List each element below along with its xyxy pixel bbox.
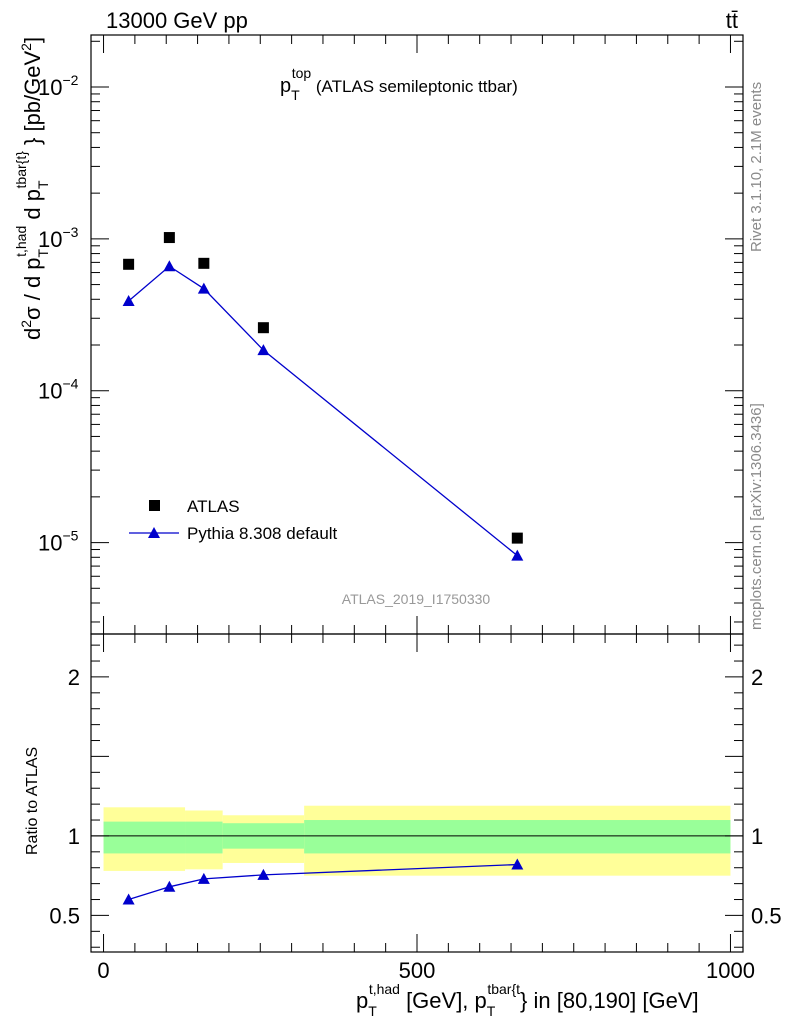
atlas-point (198, 257, 210, 269)
main-y-ticks: 10−2 10−3 10−4 10−5 (38, 35, 743, 634)
ratio-point (257, 868, 270, 880)
pythia-point (511, 549, 524, 561)
ratio-x-ticks: 0 500 1000 (97, 634, 755, 983)
legend-pythia-label: Pythia 8.308 default (187, 524, 338, 543)
main-y-tick-label: 10−5 (38, 528, 79, 556)
ratio-y-tick-label: 1 (68, 824, 80, 849)
ratio-plot-frame (90, 633, 744, 953)
ratio-bands (103, 805, 731, 876)
pythia-point (122, 294, 135, 306)
ratio-band-inner (185, 821, 223, 854)
ratio-y-tick-label: 2 (68, 665, 80, 690)
analysis-id-label: ATLAS_2019_I1750330 (342, 591, 491, 607)
ratio-x-tick-label: 500 (399, 958, 436, 983)
main-panel: pTtop (ATLAS semileptonic ttbar) 10−210−… (13, 34, 744, 635)
ratio-panel: 0.5 0.5 1 1 2 2 0 500 1000 Ratio to ATLAS pTt,h… (24, 633, 782, 1019)
ratio-band-inner (304, 820, 731, 854)
ratio-x-tick-label: 1000 (706, 958, 755, 983)
atlas-point (511, 532, 523, 544)
ratio-band-inner (103, 821, 186, 854)
legend-pythia-marker (148, 527, 160, 538)
legend-atlas-marker (149, 500, 160, 511)
legend-atlas-label: ATLAS (187, 497, 240, 516)
atlas-point (257, 322, 269, 334)
ratio-y-axis-label: Ratio to ATLAS (24, 747, 41, 855)
main-plot-frame (90, 34, 744, 635)
main-plot-title: pTtop (ATLAS semileptonic ttbar) (280, 65, 518, 103)
main-series (122, 232, 524, 561)
ratio-point (163, 880, 176, 892)
ratio-point (197, 872, 210, 884)
ratio-y-tick-label: 0.5 (49, 903, 80, 928)
main-y-tick-label: 10−2 (38, 72, 79, 100)
process-label: tt̄ (726, 8, 738, 33)
pythia-point (163, 260, 176, 272)
ratio-point (511, 858, 524, 870)
main-y-tick-label: 10−4 (38, 376, 79, 404)
mcplots-label: mcplots.cern.ch [arXiv:1306.3436] (748, 403, 765, 630)
atlas-point (123, 258, 135, 270)
main-y-axis-label: d2σ / d pTt,had d pTtbar{t} } [pb/GeV2] (13, 37, 51, 340)
ratio-y-tick-label-right: 1 (751, 824, 763, 849)
energy-label: 13000 GeV pp (106, 8, 248, 33)
main-y-axis-label-text: d2σ / d pTt,had d pTtbar{t} } [pb/GeV2] (13, 37, 51, 340)
ratio-series (122, 858, 524, 905)
main-y-tick-label: 10−3 (38, 224, 79, 252)
x-axis-label: pTt,had [GeV], pTtbar{t} in [80,190] [Ge… (356, 981, 699, 1019)
ratio-point (122, 893, 135, 905)
ratio-y-tick-label-right: 2 (751, 665, 763, 690)
ratio-y-tick-label-right: 0.5 (751, 903, 782, 928)
pythia-point (197, 282, 210, 294)
rivet-version-label: Rivet 3.1.10, 2.1M events (748, 82, 765, 252)
ratio-x-tick-label: 0 (97, 958, 109, 983)
ratio-y-ticks: 0.5 0.5 1 1 2 2 (49, 644, 782, 948)
atlas-point (163, 232, 175, 244)
legend: ATLAS Pythia 8.308 default (129, 497, 338, 543)
pythia-point (257, 344, 270, 356)
